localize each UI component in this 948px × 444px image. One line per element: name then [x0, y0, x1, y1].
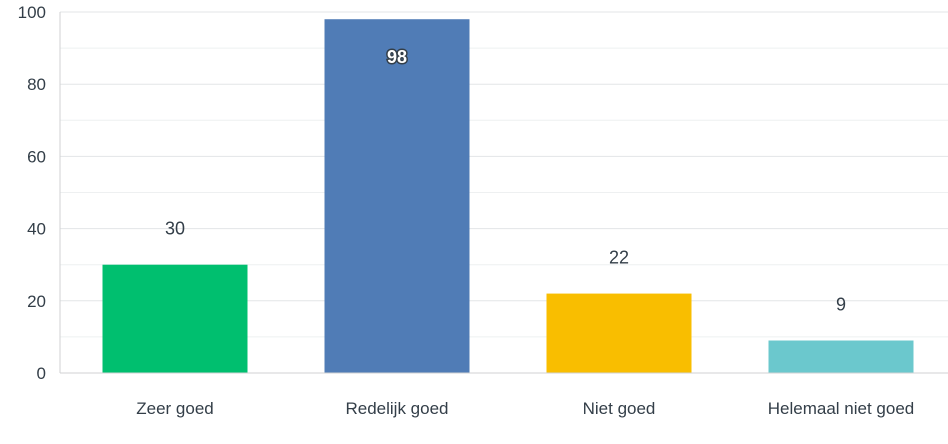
- y-axis: 0 20 40 60 80 100: [18, 3, 61, 383]
- bar-redelijk-goed: [324, 19, 470, 373]
- y-tick-label: 80: [27, 75, 46, 94]
- y-tick-label: 100: [18, 3, 46, 22]
- bar-zeer-goed: [102, 264, 248, 373]
- value-label: 22: [609, 248, 629, 268]
- x-category-label: Helemaal niet goed: [768, 399, 914, 418]
- y-tick-label: 0: [37, 364, 46, 383]
- value-labels: 30 98 22 9: [165, 46, 846, 315]
- x-category-label: Niet goed: [583, 399, 656, 418]
- bar-helemaal-niet-goed: [768, 340, 914, 373]
- value-label: 30: [165, 219, 185, 239]
- value-label: 98: [387, 47, 407, 67]
- bar-niet-goed: [546, 293, 692, 373]
- x-category-label: Redelijk goed: [345, 399, 448, 418]
- y-tick-label: 40: [27, 220, 46, 239]
- bars: [102, 19, 914, 373]
- x-category-label: Zeer goed: [136, 399, 214, 418]
- y-tick-label: 20: [27, 292, 46, 311]
- value-label: 9: [836, 295, 846, 315]
- x-axis: Zeer goed Redelijk goed Niet goed Helemaal …: [60, 372, 948, 418]
- y-tick-label: 60: [27, 147, 46, 166]
